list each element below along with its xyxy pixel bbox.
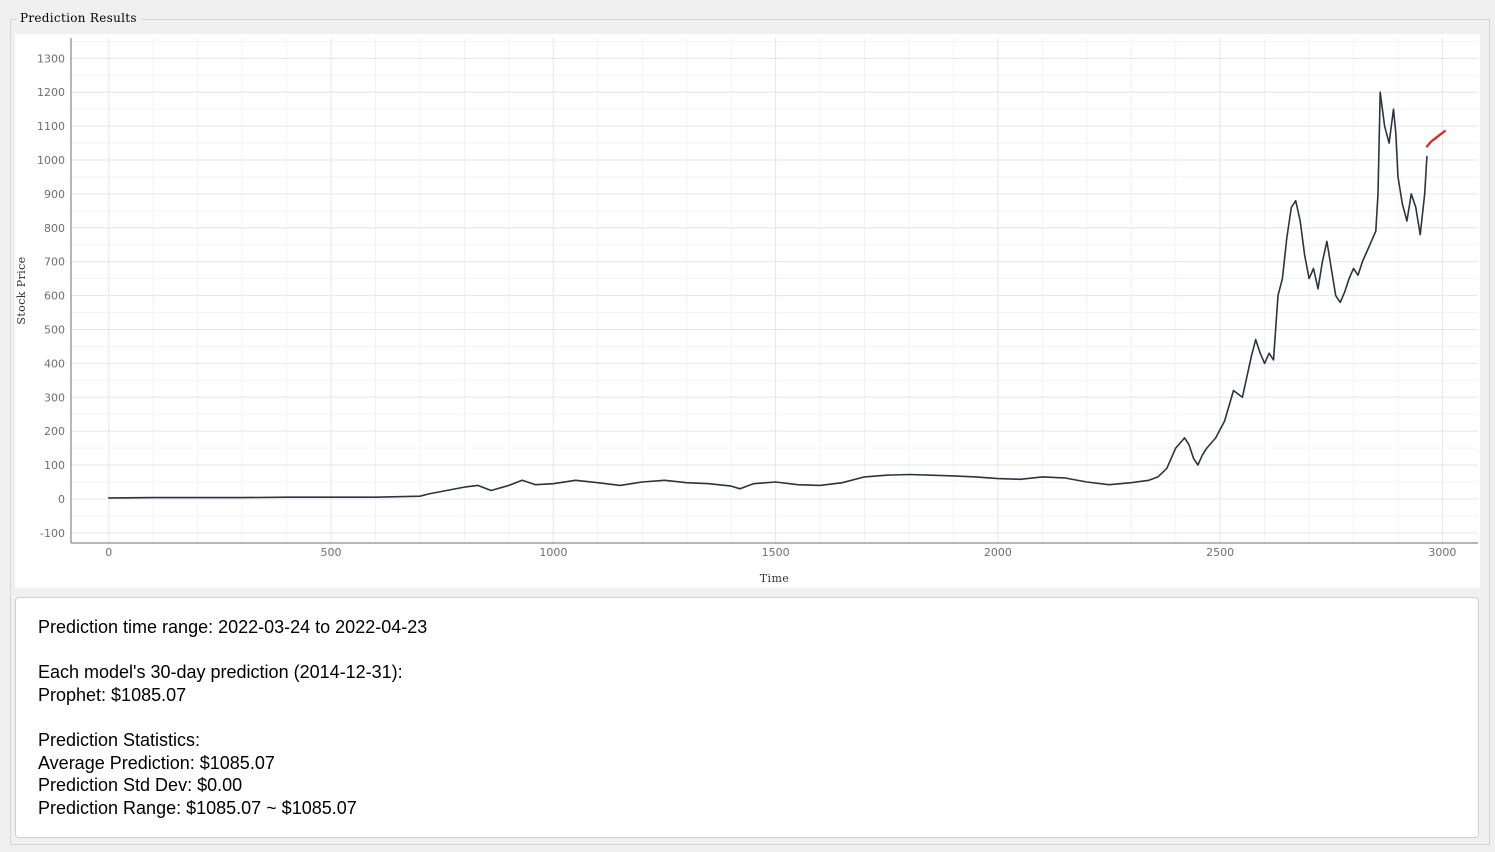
info-model-heading: Each model's 30-day prediction (2014-12-… bbox=[38, 662, 403, 683]
info-std-dev: Prediction Std Dev: $0.00 bbox=[38, 775, 243, 796]
chart-series bbox=[108, 91, 1446, 499]
y-tick-label: 700 bbox=[44, 256, 65, 269]
y-tick-label: 0 bbox=[58, 493, 65, 506]
y-tick-label: 1000 bbox=[37, 154, 65, 167]
y-tick-label: 400 bbox=[44, 357, 65, 370]
y-tick-label: 1100 bbox=[37, 120, 65, 133]
info-stats-heading: Prediction Statistics: bbox=[38, 729, 201, 750]
stock-price-chart: -100 0 100 200 300 400 500 600 700 800 900 1000 1100… bbox=[15, 38, 1478, 585]
info-average: Average Prediction: $1085.07 bbox=[38, 752, 275, 773]
x-axis-title: Time bbox=[760, 572, 789, 585]
info-prophet-value: Prophet: $1085.07 bbox=[38, 684, 187, 705]
chart-panel: -100 0 100 200 300 400 500 600 700 800 900 1000 1100… bbox=[15, 34, 1480, 588]
group-title: Prediction Results bbox=[16, 10, 141, 26]
y-tick-label: 300 bbox=[44, 391, 65, 404]
x-tick-label: 3000 bbox=[1428, 546, 1456, 559]
info-spacer bbox=[38, 706, 1456, 729]
chart-grid bbox=[71, 38, 1478, 543]
y-axis-title: Stock Price bbox=[15, 256, 28, 324]
historical-price-line bbox=[108, 91, 1428, 499]
x-tick-label: 1000 bbox=[539, 546, 567, 559]
x-tick-label: 2500 bbox=[1206, 546, 1234, 559]
x-tick-label: 0 bbox=[105, 546, 112, 559]
info-spacer bbox=[38, 639, 1456, 662]
y-tick-label: 200 bbox=[44, 425, 65, 438]
x-tick-label: 1500 bbox=[762, 546, 790, 559]
x-tick-label: 500 bbox=[321, 546, 342, 559]
y-tick-label: 100 bbox=[44, 459, 65, 472]
prediction-results-group bbox=[10, 19, 1490, 845]
y-tick-label: 1200 bbox=[37, 86, 65, 99]
x-tick-label: 2000 bbox=[984, 546, 1012, 559]
y-tick-label: 600 bbox=[44, 290, 65, 303]
y-tick-label: 1300 bbox=[37, 52, 65, 65]
chart-labels: -100 0 100 200 300 400 500 600 700 800 900 1000 1100… bbox=[15, 52, 1456, 585]
chart-axes bbox=[70, 38, 1478, 544]
prediction-info-panel: Prediction time range: 2022-03-24 to 202… bbox=[15, 597, 1479, 838]
info-range: Prediction Range: $1085.07 ~ $1085.07 bbox=[38, 797, 357, 818]
y-tick-label: 500 bbox=[44, 323, 65, 336]
info-time-range: Prediction time range: 2022-03-24 to 202… bbox=[38, 617, 428, 637]
prediction-line bbox=[1425, 130, 1446, 148]
y-tick-label: -100 bbox=[40, 527, 65, 540]
y-tick-label: 900 bbox=[44, 188, 65, 201]
y-tick-label: 800 bbox=[44, 222, 65, 235]
